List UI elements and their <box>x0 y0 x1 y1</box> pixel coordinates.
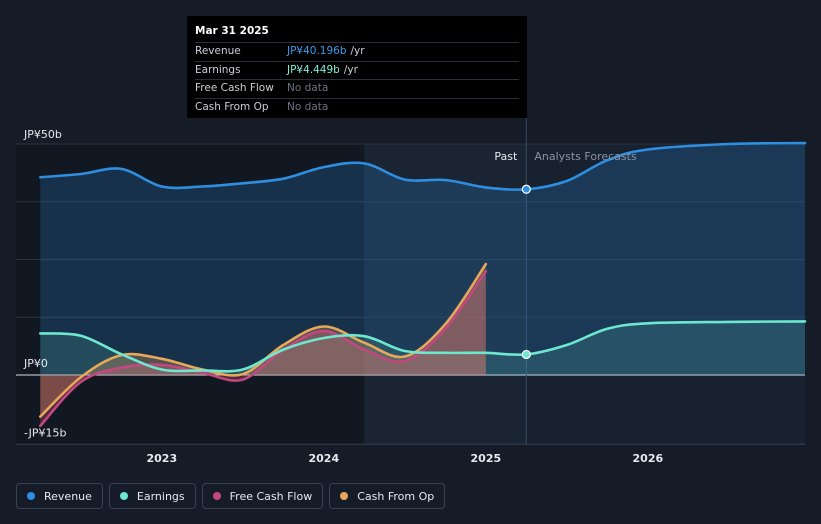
legend-dot-icon <box>27 492 35 500</box>
forecast-label: Analysts Forecasts <box>534 150 637 163</box>
legend-item-revenue[interactable]: Revenue <box>16 483 103 509</box>
y-tick-label: -JP¥15b <box>24 426 66 439</box>
revenue-point <box>521 184 531 194</box>
past-label: Past <box>494 150 518 163</box>
legend-item-cash-from-op[interactable]: Cash From Op <box>329 483 446 509</box>
tooltip-row-free-cash-flow: Free Cash Flow No data <box>195 79 519 98</box>
tooltip-unit: /yr <box>350 45 365 57</box>
legend: Revenue Earnings Free Cash Flow Cash Fro… <box>16 483 446 509</box>
legend-label: Cash From Op <box>357 489 435 503</box>
tooltip-label: Free Cash Flow <box>195 82 274 94</box>
tooltip-value: No data <box>287 100 329 113</box>
legend-label: Earnings <box>136 489 185 503</box>
earnings-line <box>39 320 807 373</box>
legend-label: Revenue <box>44 489 92 503</box>
tooltip-date: Mar 31 2025 <box>195 25 269 37</box>
tooltip-label: Earnings <box>195 63 241 76</box>
tooltip-unit: /yr <box>343 63 358 76</box>
earnings-point <box>521 349 531 360</box>
legend-label: Free Cash Flow <box>229 489 313 503</box>
revenue-area <box>40 143 806 375</box>
tooltip-value: JP¥40.196b <box>287 45 347 57</box>
x-tick-label: 2025 <box>471 452 502 465</box>
y-tick-label: JP¥50b <box>23 128 62 141</box>
legend-dot-icon <box>340 492 349 500</box>
tooltip-row-cash-from-op: Cash From Op No data <box>195 97 519 117</box>
tooltip-value: JP¥4.449b <box>287 63 340 76</box>
forecast-region <box>526 144 805 445</box>
legend-dot-icon <box>212 492 221 500</box>
tooltip-panel: Mar 31 2025 Revenue JP¥40.196b /yr Earni… <box>187 16 527 118</box>
x-tick-label: 2023 <box>146 452 177 465</box>
highlight-region <box>364 144 527 445</box>
tooltip-label: Revenue <box>195 45 241 57</box>
legend-dot-icon <box>119 492 128 500</box>
fcf-line <box>39 269 488 428</box>
legend-item-earnings[interactable]: Earnings <box>108 483 196 509</box>
x-tick-label: 2026 <box>633 452 664 465</box>
y-tick-label: JP¥0 <box>23 357 48 370</box>
legend-item-free-cash-flow[interactable]: Free Cash Flow <box>201 483 324 509</box>
tooltip-value: No data <box>287 82 329 94</box>
tooltip-row-revenue: Revenue JP¥40.196b /yr <box>195 42 519 61</box>
revenue-line <box>39 141 807 191</box>
tooltip-label: Cash From Op <box>195 100 269 113</box>
tooltip-row-earnings: Earnings JP¥4.449b /yr <box>195 60 519 80</box>
earnings-area <box>40 321 806 375</box>
x-tick-label: 2024 <box>309 452 340 465</box>
past-background <box>16 144 365 445</box>
